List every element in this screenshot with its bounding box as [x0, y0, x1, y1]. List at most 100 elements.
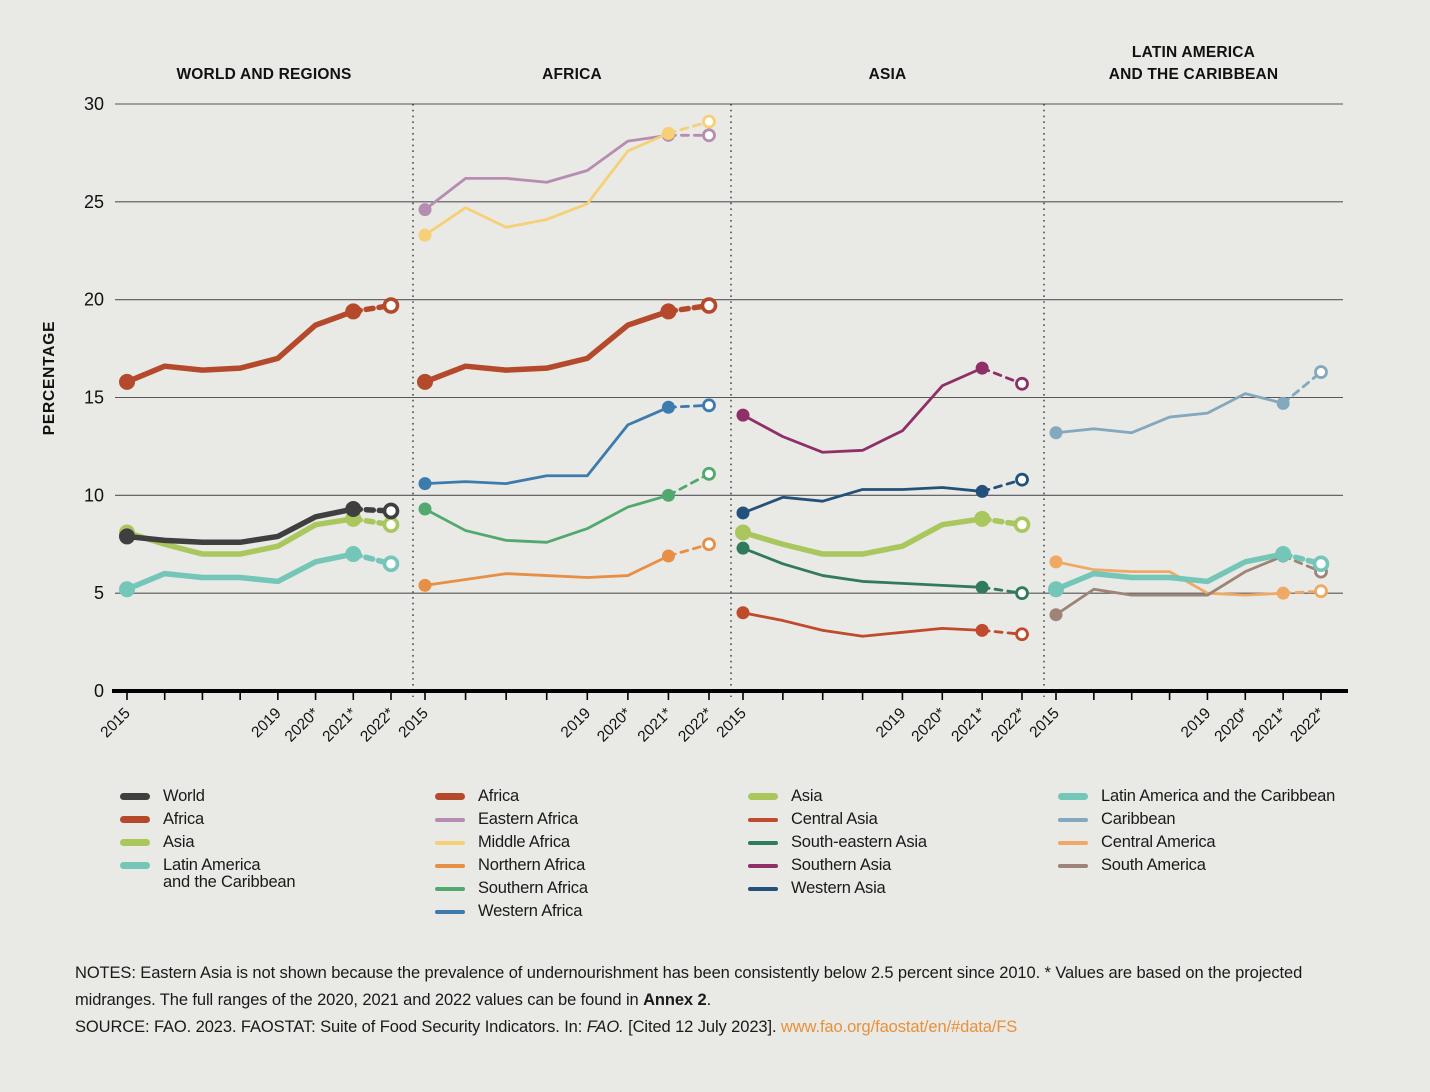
- legend-item-western-asia: Western Asia: [748, 880, 927, 897]
- notes-annex-ref: Annex 2: [643, 991, 707, 1009]
- legend-label: Western Asia: [791, 879, 886, 897]
- series-p1-africa-line: [124, 308, 357, 385]
- legend-label: Southern Africa: [478, 879, 588, 897]
- legend-item-caribbean: Caribbean: [1058, 811, 1335, 828]
- series-p2-africa-line: [422, 308, 672, 385]
- series-p3-southern-asia-marker-2021: [975, 361, 989, 375]
- x-tick-label-p2-2019: 2019: [558, 705, 594, 741]
- legend-swatch: [435, 910, 465, 914]
- series-p2-northern-africa-marker-2021: [661, 549, 675, 563]
- series-p1-latin-america-and-the-caribbean-marker-2022-open: [382, 555, 400, 573]
- source-text: SOURCE: FAO. 2023. FAOSTAT: Suite of Foo…: [75, 1018, 1018, 1036]
- series-p3-south-eastern-asia-marker-2021: [975, 580, 989, 594]
- series-p3-central-asia-marker-2015: [736, 606, 750, 620]
- series-p1-africa-marker-2021: [345, 303, 362, 320]
- series-p1-world-marker-2022-open: [382, 502, 400, 520]
- legend-item-south-america: South America: [1058, 857, 1335, 874]
- notes-text: NOTES: Eastern Asia is not shown because…: [75, 964, 1303, 1009]
- series-p3-south-eastern-asia-line: [741, 546, 984, 589]
- series-p2-eastern-africa-line: [423, 133, 670, 212]
- series-p2-southern-africa-marker-2015: [418, 502, 432, 516]
- legend-column-1: World Africa Asia Latin America and the Cari…: [120, 787, 296, 897]
- x-tick-label-p2-2020: 2020*: [594, 705, 635, 746]
- legend-swatch: [1058, 818, 1088, 822]
- legend-swatch: [748, 818, 778, 822]
- legend-item-northern-africa: Northern Africa: [435, 857, 588, 874]
- panel-title-latin-america-and-the-caribbean-line1: LATIN AMERICA: [1132, 44, 1255, 61]
- x-tick-label-p4-2022: 2022*: [1287, 705, 1328, 746]
- series-p4-latin-america-and-the-caribbean-marker-2022-open: [1312, 555, 1330, 573]
- legend-swatch: [748, 887, 778, 891]
- series-p1-asia-marker-2022-open: [382, 516, 400, 533]
- series-p1-asia-line: [124, 516, 357, 557]
- series-p3-western-asia-marker-2021: [975, 484, 989, 498]
- series-p3-southern-asia-marker-2015: [736, 408, 750, 422]
- series-p3-central-asia-line: [741, 611, 984, 638]
- legend-swatch: [120, 793, 150, 800]
- series-p2-western-africa-line: [423, 405, 670, 485]
- series-p4-latin-america-and-the-caribbean-marker-2021: [1275, 546, 1292, 563]
- legend-swatch: [435, 864, 465, 868]
- y-tick-label-20: 20: [84, 290, 104, 310]
- series-p4-caribbean-marker-2015: [1049, 426, 1063, 440]
- series-p1-world-line: [124, 506, 357, 546]
- y-tick-label-10: 10: [84, 485, 104, 505]
- series-p2-eastern-africa-marker-2015: [418, 203, 432, 217]
- legend-column-3: Asia Central Asia South-eastern Asia Southe…: [748, 788, 927, 903]
- series-p2-northern-africa-line: [423, 554, 670, 587]
- legend-column-4: Latin America and the Caribbean Caribbean…: [1058, 788, 1335, 880]
- series-p3-central-asia-marker-2022-open: [1015, 627, 1029, 642]
- legend-item-africa: Africa: [435, 788, 588, 805]
- legend-swatch: [748, 793, 778, 800]
- legend-item-asia: Asia: [120, 834, 295, 851]
- legend-label: World: [163, 787, 205, 805]
- series-p3-south-eastern-asia-marker-2022-open: [1015, 586, 1029, 601]
- series-p4-central-america-marker-2022-open: [1314, 584, 1328, 599]
- series-p2-northern-africa-marker-2022-open: [702, 537, 716, 552]
- panel-title-latin-america-and-the-caribbean-line2: AND THE CARIBBEAN: [1109, 66, 1279, 83]
- series-p2-africa-marker-2015: [417, 373, 433, 390]
- series-p2-northern-africa-projection-dash: [667, 542, 711, 558]
- legend-swatch: [435, 818, 465, 822]
- series-p4-central-america-marker-2015: [1049, 555, 1063, 569]
- legend-swatch: [748, 864, 778, 868]
- legend-item-southern-asia: Southern Asia: [748, 857, 927, 874]
- series-p2-middle-africa-marker-2021: [661, 126, 675, 140]
- series-p3-central-asia-marker-2021: [975, 623, 989, 637]
- series-p2-western-africa-marker-2021: [661, 400, 675, 414]
- series-p2-middle-africa-marker-2022-open: [702, 114, 716, 129]
- legend-item-western-africa: Western Africa: [435, 903, 588, 920]
- legend-label: Central Asia: [791, 810, 878, 828]
- source-body: SOURCE: FAO. 2023. FAOSTAT: Suite of Foo…: [75, 1018, 587, 1036]
- legend-item-south-eastern-asia: South-eastern Asia: [748, 834, 927, 851]
- x-tick-label-p1-2021: 2021*: [319, 705, 360, 746]
- series-p2-northern-africa-marker-2015: [418, 578, 432, 592]
- x-tick-label-p4-2020: 2020*: [1211, 705, 1252, 746]
- faostat-link[interactable]: www.fao.org/faostat/en/#data/FS: [780, 1018, 1018, 1036]
- series-p4-caribbean-projection-dash: [1281, 370, 1323, 405]
- series-p1-latin-america-and-the-caribbean-marker-2021: [345, 546, 362, 563]
- legend-swatch: [120, 839, 150, 846]
- series-p2-middle-africa-line: [423, 131, 670, 237]
- series-p2-middle-africa-marker-2015: [418, 228, 432, 242]
- legend-label: South-eastern Asia: [791, 833, 927, 851]
- legend-item-latin-america-and-the-caribbean: Latin America and the Caribbean: [120, 857, 296, 891]
- legend-label: Caribbean: [1101, 810, 1176, 828]
- legend-item-latin-america-and-the-caribbean: Latin America and the Caribbean: [1058, 788, 1335, 805]
- series-p4-latin-america-and-the-caribbean-marker-2015: [1048, 581, 1064, 598]
- y-axis-title: PERCENTAGE: [41, 321, 58, 436]
- series-p4-caribbean-marker-2021: [1276, 396, 1290, 410]
- series-p4-central-america-marker-2021: [1276, 586, 1290, 600]
- panel-title-world-and-regions: WORLD AND REGIONS: [176, 66, 351, 83]
- series-p1-africa-marker-2022-open: [382, 297, 400, 314]
- legend-item-central-asia: Central Asia: [748, 811, 927, 828]
- series-p3-western-asia-marker-2015: [736, 506, 750, 520]
- x-tick-label-p4-2021: 2021*: [1249, 705, 1290, 746]
- series-p1-world-marker-2015: [119, 528, 135, 545]
- series-p3-south-eastern-asia-marker-2015: [736, 541, 750, 555]
- legend-item-eastern-africa: Eastern Africa: [435, 811, 588, 828]
- legend-item-middle-africa: Middle Africa: [435, 834, 588, 851]
- legend-label: Southern Asia: [791, 856, 892, 874]
- series-p3-asia-line: [740, 516, 985, 557]
